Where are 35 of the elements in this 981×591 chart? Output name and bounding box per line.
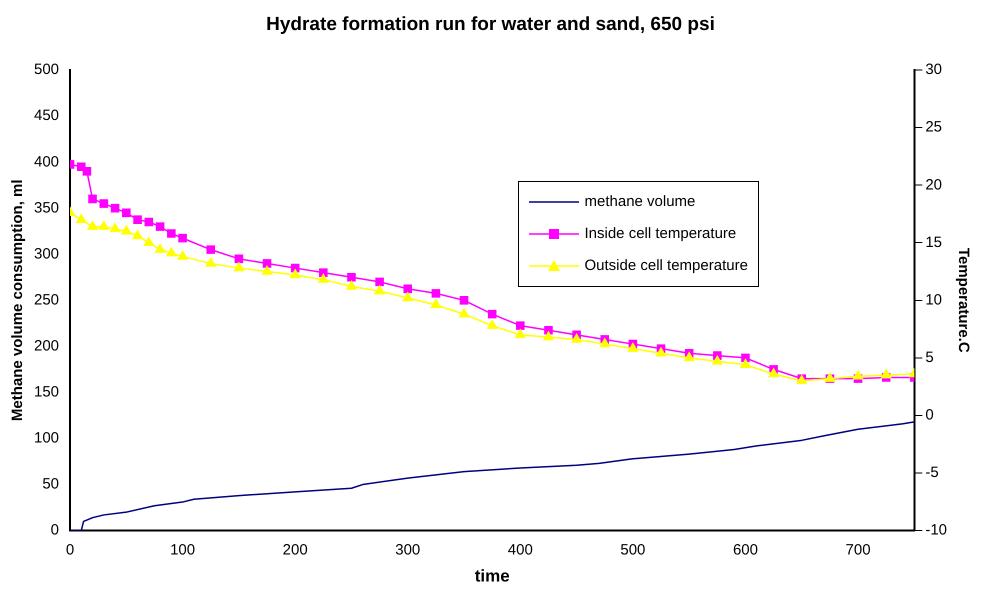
y-tick-label: 500 — [34, 61, 60, 78]
y-tick-label: 200 — [34, 338, 60, 354]
legend-label: Outside cell temperature — [584, 257, 748, 274]
y-axis-title: Methane volume consumption, ml — [9, 179, 26, 422]
y2-tick-label: 25 — [925, 118, 942, 136]
x-tick-label: 200 — [282, 542, 308, 559]
y2-tick-label: 15 — [925, 234, 942, 251]
y-tick-label: 150 — [34, 384, 60, 401]
y2-tick-label: 5 — [925, 349, 934, 366]
y-tick-label: 250 — [34, 291, 60, 308]
y2-tick-label: 0 — [925, 406, 934, 424]
y2-tick-label: -5 — [925, 464, 939, 482]
y2-axis-title: Temperature.C — [954, 248, 972, 353]
legend-label: methane volume — [584, 193, 696, 210]
x-tick-label: 0 — [66, 542, 74, 559]
x-tick-label: 500 — [620, 542, 646, 559]
y-tick-label: 0 — [50, 522, 60, 539]
y-tick-label: 300 — [34, 245, 60, 262]
x-axis-title: time — [474, 566, 510, 586]
y2-tick-label: 10 — [925, 291, 942, 308]
chart-title: Hydrate formation run for water and sand, 650 psi — [265, 14, 716, 36]
x-tick-label: 600 — [732, 542, 758, 559]
y-tick-label: 450 — [34, 107, 60, 124]
x-tick-label: 300 — [395, 542, 420, 559]
y-tick-label: 400 — [34, 153, 60, 170]
x-tick-label: 400 — [508, 542, 533, 559]
y-tick-label: 100 — [34, 430, 60, 447]
y-tick-label: 50 — [42, 476, 60, 493]
legend-label: Inside cell temperature — [584, 225, 736, 242]
y2-tick-label: -10 — [925, 522, 948, 539]
x-tick-label: 700 — [846, 542, 871, 559]
y2-tick-label: 20 — [925, 176, 942, 194]
y2-tick-label: 30 — [925, 61, 942, 78]
y-tick-label: 350 — [34, 199, 60, 216]
x-tick-label: 100 — [170, 542, 196, 559]
